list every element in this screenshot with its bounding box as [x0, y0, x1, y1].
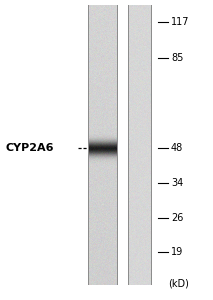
Text: 48: 48: [171, 143, 183, 153]
Text: 117: 117: [171, 17, 190, 27]
Text: 85: 85: [171, 53, 183, 63]
Text: 26: 26: [171, 213, 183, 223]
Text: (kD): (kD): [168, 278, 189, 288]
Text: 34: 34: [171, 178, 183, 188]
Text: 19: 19: [171, 247, 183, 257]
Text: CYP2A6: CYP2A6: [5, 143, 53, 153]
